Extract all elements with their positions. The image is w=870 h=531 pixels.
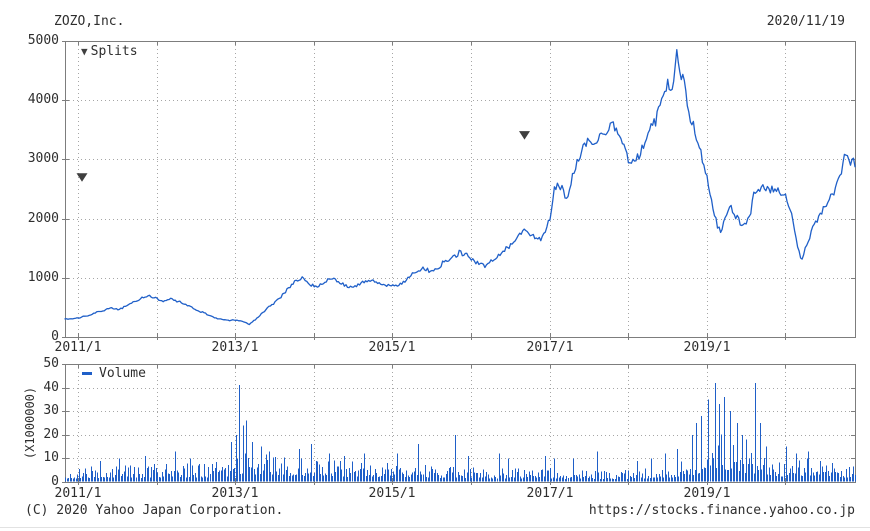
copyright: (C) 2020 Yahoo Japan Corporation. [25,503,284,518]
volume-xtick-label: 2015/1 [368,486,416,501]
splits-legend-label: Splits [90,44,138,59]
price-xtick-label: 2015/1 [368,340,416,355]
price-ytick-label: 2000 [27,211,59,226]
price-xtick-label: 2011/1 [54,340,102,355]
volume-ytick-label: 50 [43,356,59,371]
price-ytick-label: 4000 [27,92,59,107]
source-url: https://stocks.finance.yahoo.co.jp [588,503,855,518]
price-ytick-label: 3000 [27,151,59,166]
bottom-divider [0,527,870,528]
price-xtick-label: 2013/1 [211,340,259,355]
price-xtick-label: 2017/1 [526,340,574,355]
chart-date: 2020/11/19 [766,14,845,29]
volume-ytick-label: 40 [43,380,59,395]
volume-xtick-label: 2011/1 [54,486,102,501]
price-ytick-label: 5000 [27,33,59,48]
volume-xtick-label: 2019/1 [683,486,731,501]
volume-line-icon [82,372,92,375]
volume-ytick-label: 10 [43,450,59,465]
volume-xtick-label: 2017/1 [526,486,574,501]
price-xtick-label: 2019/1 [683,340,731,355]
stock-name: ZOZO,Inc. [54,14,125,29]
split-marker-icon: ▼ [81,44,88,58]
volume-xtick-label: 2013/1 [211,486,259,501]
volume-ytick-label: 0 [51,474,59,489]
volume-legend-label: Volume [99,366,146,381]
volume-ytick-label: 20 [43,427,59,442]
volume-unit-label: (X1000000) [23,386,37,460]
volume-legend: Volume [82,366,146,381]
splits-legend: ▼ Splits [81,44,138,59]
volume-ytick-label: 30 [43,403,59,418]
price-ytick-label: 0 [51,329,59,344]
price-ytick-label: 1000 [27,270,59,285]
